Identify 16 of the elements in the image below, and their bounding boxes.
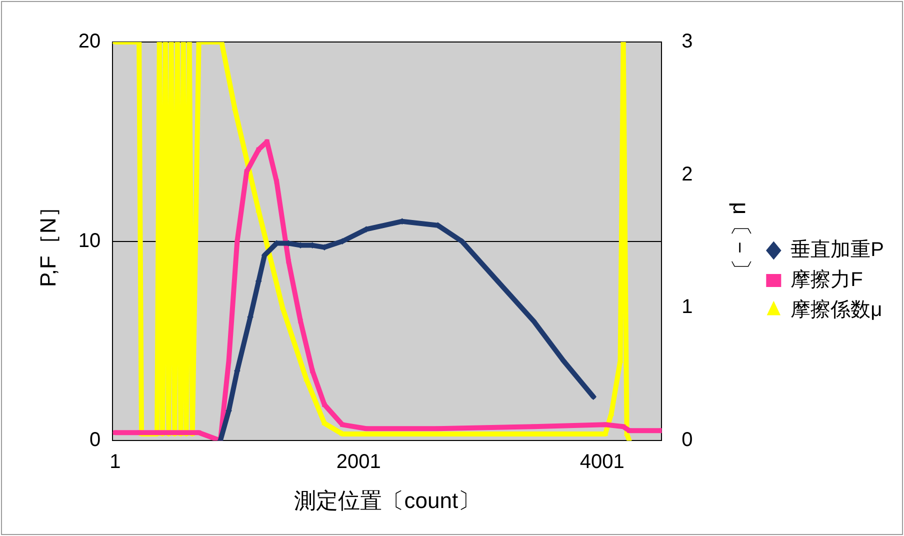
- y2-tick-label: 2: [682, 163, 693, 186]
- y-axis-title: P,F［N］: [35, 196, 60, 287]
- y-tick-label: 0: [90, 429, 101, 452]
- y2-tick-label: 3: [682, 30, 693, 53]
- x-axis-title: 測定位置〔count〕: [294, 488, 480, 513]
- legend-label: 垂直加重P: [790, 239, 884, 262]
- y-tick-label: 10: [78, 230, 101, 252]
- legend-label: 摩擦係数μ: [790, 299, 882, 322]
- y2-axis-title: μ〔－〕: [728, 202, 754, 281]
- y2-tick-label: 0: [682, 429, 693, 452]
- y2-tick-label: 1: [682, 296, 693, 318]
- y-tick-label: 20: [78, 30, 101, 53]
- x-tick-label: 1: [110, 451, 121, 474]
- x-tick-label: 2001: [336, 451, 381, 474]
- x-tick-label: 4001: [580, 451, 624, 474]
- legend-label: 摩擦力F: [790, 269, 863, 292]
